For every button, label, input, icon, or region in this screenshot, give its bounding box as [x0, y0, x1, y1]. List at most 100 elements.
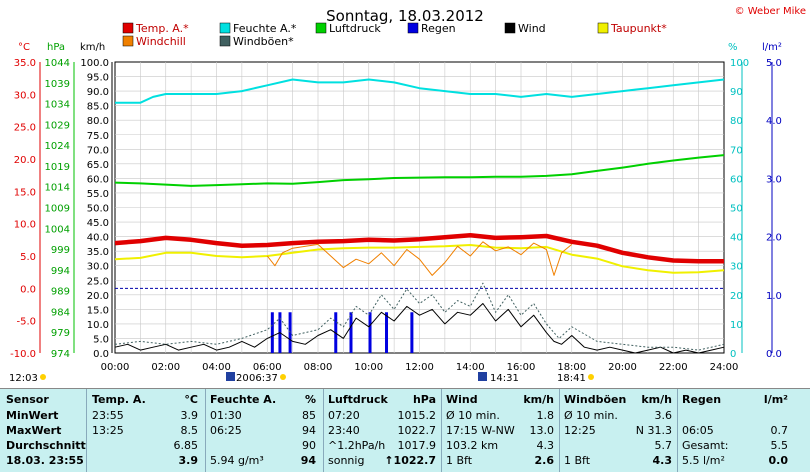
astro-prefix: 20 [236, 373, 249, 384]
humidity-tick-label: 80 [730, 116, 743, 127]
table-cell-detail: ^1.2hPa/h [328, 439, 386, 452]
humidity-tick-label: 70 [730, 145, 743, 156]
x-tick-label: 06:00 [253, 362, 282, 373]
pressure-tick-label: 994 [51, 266, 70, 277]
chart-legend: Temp. A.* Feuchte A.* Luftdruck Regen Wind Ta… [122, 22, 667, 48]
humidity-tick-label: 10 [730, 320, 743, 331]
legend-label: Regen [421, 22, 456, 35]
table-cell-detail: 23:55 [92, 409, 124, 422]
table-header: Sensor [6, 393, 49, 406]
sun-icon [280, 374, 286, 380]
pressure-tick-label: 1024 [45, 141, 70, 152]
humidity-tick-label: 60 [730, 174, 743, 185]
wind-tick-label: 55.0 [87, 189, 109, 200]
wind-tick-label: 75.0 [87, 131, 109, 142]
table-cell-value: 1.8 [536, 409, 555, 422]
wind-tick-label: 65.0 [87, 160, 109, 171]
astro-time: 18:41 [557, 373, 586, 384]
table-cell-detail: 06:25 [210, 424, 242, 437]
x-tick-label: 10:00 [354, 362, 383, 373]
astro-time: 12:03 [9, 373, 38, 384]
series-line-windb-en [114, 282, 725, 351]
wind-tick-label: 10.0 [87, 320, 109, 331]
table-cell-value: 1015.2 [397, 409, 437, 422]
legend-swatch [122, 35, 134, 47]
rain-bar [385, 312, 389, 353]
legend-swatch [315, 22, 327, 34]
table-header-unit: km/h [523, 393, 554, 406]
moon-icon [478, 372, 487, 381]
table-header: Luftdruck [328, 393, 388, 406]
temp-tick-label: -5.0 [16, 317, 36, 328]
rain-unit-label: l/m² [762, 42, 782, 53]
wind-tick-label: 15.0 [87, 305, 109, 316]
wind-tick-label: 30.0 [87, 262, 109, 273]
pressure-tick-label: 1029 [45, 120, 70, 131]
temp-tick-label: 0.0 [20, 284, 36, 295]
pressure-tick-label: 1004 [45, 224, 70, 235]
x-tick-label: 14:00 [456, 362, 485, 373]
table-cell-value: 0.7 [770, 424, 789, 437]
rain-tick-label: 2.0 [766, 233, 782, 244]
table-cell-detail: 07:20 [328, 409, 360, 422]
pressure-tick-label: 1009 [45, 204, 70, 215]
table-cell-value: 94 [300, 454, 316, 467]
table-header-unit: % [304, 393, 316, 406]
series-line-taupunkt [114, 244, 725, 274]
table-cell-detail: 5.5 l/m² [682, 454, 725, 467]
x-tick-label: 24:00 [710, 362, 739, 373]
table-cell-value: 4.3 [536, 439, 555, 452]
wind-tick-label: 100.0 [80, 58, 109, 69]
table-cell-detail: Ø 10 min. [446, 409, 500, 422]
astro-markers: 12:03 20 06:37 14:31 18:41 [9, 372, 594, 384]
rain-tick-label: 3.0 [766, 174, 782, 185]
table-cell-value: 1022.7 [397, 424, 437, 437]
legend-label: Taupunkt* [610, 22, 667, 35]
x-tick-label: 16:00 [507, 362, 536, 373]
table-header: Regen [682, 393, 722, 406]
wind-tick-label: 50.0 [87, 204, 109, 215]
pressure-tick-label: 1019 [45, 162, 70, 173]
table-cell-value: 0.0 [768, 454, 789, 467]
table-cell-value: 5.5 [770, 439, 789, 452]
sun-icon [588, 374, 594, 380]
table-cell-detail: 1 Bft [564, 454, 591, 467]
table-cell-detail: 23:40 [328, 424, 360, 437]
pressure-tick-label: 999 [51, 245, 70, 256]
rain-bar [349, 312, 353, 353]
copyright-text: © Weber Mike [735, 6, 806, 17]
table-cell-value: N 31.3 [635, 424, 672, 437]
table-cell-value: 6.85 [173, 439, 199, 452]
table-cell-value: 90 [302, 439, 316, 452]
legend-label: Windchill [136, 35, 186, 48]
pressure-tick-label: 1039 [45, 79, 70, 90]
temp-tick-label: 10.0 [14, 220, 36, 231]
wind-tick-label: 70.0 [87, 145, 109, 156]
summary-table: Sensor Temp. A. °C Feuchte A.% Luftdruck hPa W… [0, 388, 810, 472]
rain-bar [368, 312, 372, 353]
wind-tick-label: 45.0 [87, 218, 109, 229]
legend-swatch [504, 22, 516, 34]
table-cell-value: 8.5 [180, 424, 199, 437]
sun-icon [40, 374, 46, 380]
wind-tick-label: 25.0 [87, 276, 109, 287]
temp-tick-label: -10.0 [10, 349, 36, 360]
astro-time: 14:31 [490, 373, 519, 384]
x-tick-label: 18:00 [557, 362, 586, 373]
wind-tick-label: 40.0 [87, 233, 109, 244]
legend-label: Luftdruck [329, 22, 381, 35]
table-header-unit: l/m² [763, 393, 788, 406]
wind-tick-label: 20.0 [87, 291, 109, 302]
table-cell-detail: Gesamt: [682, 439, 729, 452]
chart-axes: °C hPa km/h% l/m² 35.0 30.0 25.0 20.0 15.0 10.0 5.… [10, 42, 782, 373]
x-tick-label: 00:00 [101, 362, 130, 373]
pressure-unit-label: hPa [47, 42, 65, 53]
pressure-tick-label: 989 [51, 287, 70, 298]
rain-tick-label: 0.0 [766, 349, 782, 360]
pressure-tick-label: 984 [51, 307, 70, 318]
x-tick-label: 12:00 [405, 362, 434, 373]
temp-tick-label: 35.0 [14, 58, 36, 69]
table-divider [205, 389, 206, 472]
legend-swatch [219, 35, 231, 47]
wind-tick-label: 0.0 [93, 349, 109, 360]
